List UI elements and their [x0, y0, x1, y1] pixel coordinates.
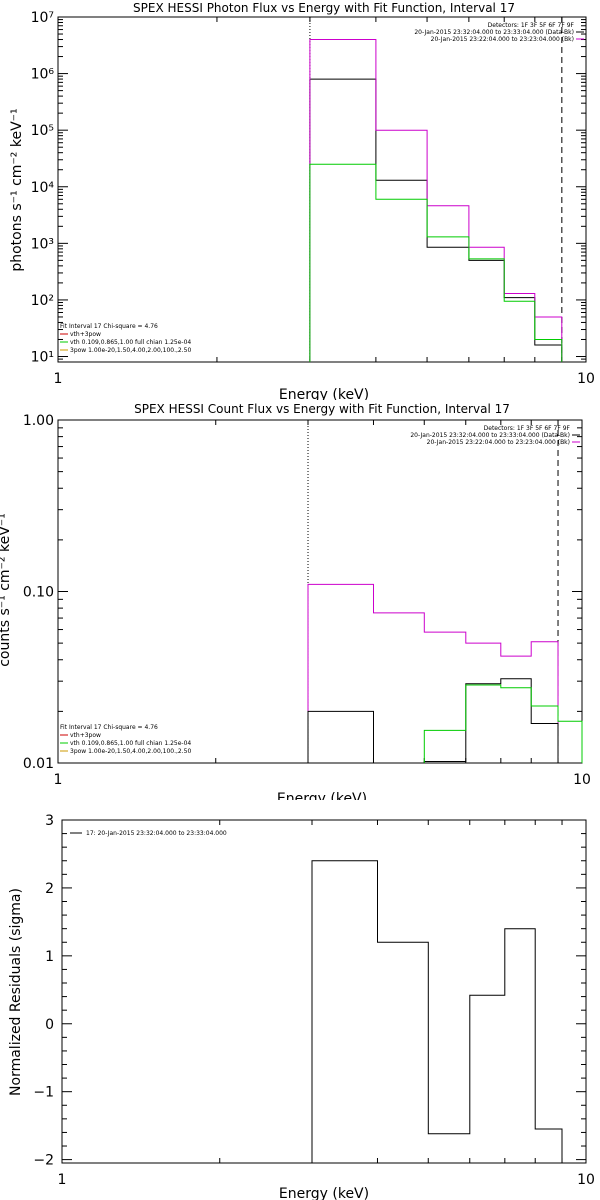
y-tick-label: 10²: [31, 293, 54, 309]
y-tick-label: 10⁵: [31, 123, 54, 139]
legend-bottom-line: 3pow 1.00e-20,1.50,4.00,2.00,100.,2.50: [70, 748, 191, 755]
residuals-panel: −2 −1 0 1 2 3 1 10 Energy (keV) Normalized Re…: [8, 813, 595, 1200]
y-tick-label: 0.01: [23, 756, 54, 772]
y-tick-label: −2: [33, 1153, 54, 1169]
legend-top: Detectors: 1F 3F 5F 6F 7F 9F20-Jan-2015 …: [414, 22, 584, 43]
y-tick-label: 10⁷: [31, 10, 54, 26]
x-tick-label-10: 10: [573, 772, 591, 788]
series-layer: [309, 39, 563, 362]
x-tick-label-10: 10: [577, 1172, 595, 1188]
x-axis-label: Energy (keV): [277, 791, 367, 800]
legend-top-line: 20-Jan-2015 23:32:04.000 to 23:33:04.000…: [410, 432, 570, 439]
x-axis: [61, 820, 587, 1163]
legend-top: 17: 20-Jan-2015 23:32:04.000 to 23:33:04…: [70, 830, 227, 837]
legend-top-line: 20-Jan-2015 23:22:04.000 to 23:23:04.000…: [431, 36, 574, 43]
legend-top-line: Detectors: 1F 3F 5F 6F 7F 9F: [484, 425, 571, 432]
plot-frame: [61, 819, 587, 1164]
y-tick-label: 0: [45, 1017, 54, 1033]
series-0-line: [311, 860, 563, 1163]
chart-title: SPEX HESSI Count Flux vs Energy with Fit…: [134, 402, 510, 416]
legend-bottom-line: 3pow 1.00e-20,1.50,4.00,2.00,100.,2.50: [70, 347, 191, 354]
y-axis: 10¹ 10² 10³ 10⁴ 10⁵ 10⁶ 10⁷: [31, 10, 586, 366]
legend-top: Detectors: 1F 3F 5F 6F 7F 9F20-Jan-2015 …: [410, 425, 580, 446]
legend-bottom-line: vth 0.109,0.865,1.00 full chian 1.25e-04: [70, 339, 191, 346]
series-layer: [311, 860, 563, 1163]
y-axis-label: Normalized Residuals (sigma): [8, 888, 24, 1096]
y-tick-label: 10⁶: [31, 67, 55, 83]
legend-bottom-line: Fit Interval 17 Chi-square = 4.76: [60, 724, 158, 731]
x-tick-label-1: 1: [54, 772, 63, 788]
reference-lines: [309, 17, 563, 362]
y-tick-label: −1: [33, 1085, 54, 1101]
series-2-line: [309, 163, 563, 362]
y-axis: −2 −1 0 1 2 3: [33, 813, 586, 1169]
y-tick-label: 2: [45, 881, 54, 897]
series-1-line: [309, 39, 563, 362]
x-tick-label-1: 1: [58, 1172, 67, 1188]
x-axis: [57, 17, 587, 362]
legend-top-line: Detectors: 1F 3F 5F 6F 7F 9F: [488, 22, 575, 29]
y-axis: 0.01 0.10 1.00: [23, 413, 582, 772]
y-tick-label: 10¹: [31, 350, 54, 366]
chart-title: SPEX HESSI Photon Flux vs Energy with Fi…: [133, 1, 515, 15]
y-tick-label: 0.10: [23, 585, 54, 601]
legend-bottom: Fit Interval 17 Chi-square = 4.76vth+3po…: [60, 724, 191, 755]
series-2-line: [423, 684, 583, 763]
series-1-line: [307, 678, 559, 764]
x-tick-label-1: 1: [54, 371, 63, 387]
legend-bottom: Fit Interval 17 Chi-square = 4.76vth+3po…: [60, 323, 191, 354]
y-tick-label: 3: [45, 813, 54, 829]
legend-bottom-line: vth+3pow: [70, 331, 101, 338]
legend-bottom-line: vth 0.109,0.865,1.00 full chian 1.25e-04: [70, 740, 191, 747]
legend-bottom-line: vth+3pow: [70, 732, 101, 739]
legend-top-line: 17: 20-Jan-2015 23:32:04.000 to 23:33:04…: [86, 830, 227, 837]
count-flux-panel: SPEX HESSI Count Flux vs Energy with Fit…: [0, 402, 591, 800]
y-tick-label: 10³: [31, 236, 54, 252]
legend-bottom-line: Fit Interval 17 Chi-square = 4.76: [60, 323, 158, 330]
plot-frame: [57, 16, 587, 363]
series-0-line: [307, 583, 559, 763]
x-tick-label-10: 10: [577, 371, 595, 387]
legend-top-line: 20-Jan-2015 23:32:04.000 to 23:33:04.000…: [414, 29, 574, 36]
photon-flux-panel: SPEX HESSI Photon Flux vs Energy with Fi…: [9, 1, 595, 400]
y-axis-label: counts s⁻¹ cm⁻² keV⁻¹: [0, 513, 13, 667]
y-tick-label: 1.00: [23, 413, 54, 429]
y-axis-label: photons s⁻¹ cm⁻² keV⁻¹: [9, 108, 25, 271]
x-axis-label: Energy (keV): [279, 387, 369, 400]
x-axis-label: Energy (keV): [279, 1186, 369, 1200]
y-tick-label: 1: [45, 949, 54, 965]
series-0-line: [309, 78, 563, 362]
series-layer: [307, 583, 583, 764]
legend-top-line: 20-Jan-2015 23:22:04.000 to 23:23:04.000…: [427, 439, 570, 446]
y-tick-label: 10⁴: [31, 180, 55, 196]
